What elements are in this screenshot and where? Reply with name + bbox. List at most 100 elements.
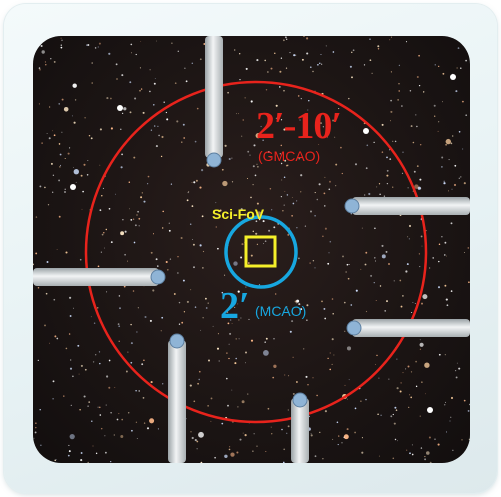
- star: [395, 409, 398, 411]
- star: [143, 422, 146, 424]
- star: [140, 40, 142, 42]
- star: [60, 44, 62, 46]
- star: [322, 126, 324, 128]
- star: [91, 420, 93, 423]
- star: [275, 117, 277, 119]
- star: [401, 105, 403, 107]
- star: [176, 120, 179, 123]
- star: [48, 137, 51, 140]
- star: [252, 165, 255, 168]
- star: [318, 144, 320, 146]
- star: [241, 135, 243, 137]
- star: [64, 157, 66, 160]
- star: [467, 247, 470, 249]
- star: [397, 440, 398, 442]
- star: [135, 390, 137, 392]
- star: [323, 307, 326, 310]
- star: [34, 431, 37, 434]
- star: [434, 115, 436, 117]
- star: [121, 112, 124, 115]
- star: [349, 65, 352, 68]
- star: [373, 282, 375, 284]
- star: [84, 368, 87, 371]
- science-fov-label: Sci-FoV: [212, 206, 265, 222]
- star: [124, 253, 126, 256]
- star: [88, 401, 91, 403]
- star: [108, 386, 111, 389]
- star: [168, 222, 170, 224]
- star: [279, 153, 281, 155]
- star: [444, 284, 447, 287]
- star: [134, 97, 137, 100]
- probe-arm-top: [205, 36, 223, 158]
- star: [52, 130, 53, 132]
- star: [135, 53, 137, 56]
- star: [231, 157, 233, 159]
- star: [258, 284, 261, 286]
- star: [63, 395, 65, 397]
- star: [419, 339, 421, 341]
- star: [252, 230, 255, 233]
- star: [283, 39, 285, 42]
- star: [287, 425, 290, 428]
- probe-tip-right-upper: [344, 198, 360, 214]
- star: [456, 362, 458, 364]
- star: [106, 375, 109, 378]
- star: [410, 371, 413, 373]
- star: [65, 347, 68, 350]
- star: [450, 142, 453, 145]
- star: [157, 265, 159, 267]
- star: [160, 155, 163, 158]
- star: [195, 179, 198, 182]
- star: [458, 177, 460, 179]
- star: [177, 50, 180, 53]
- probe-tip-bottom-right: [292, 392, 308, 408]
- star: [205, 297, 207, 300]
- star: [83, 163, 86, 166]
- star: [400, 305, 403, 308]
- star: [361, 451, 364, 454]
- star: [198, 370, 201, 373]
- star: [286, 194, 289, 196]
- star: [264, 59, 267, 62]
- star: [45, 292, 48, 295]
- star: [469, 403, 470, 406]
- star: [332, 313, 334, 315]
- star: [450, 222, 453, 225]
- star: [307, 384, 309, 386]
- star: [103, 232, 105, 234]
- star: [291, 197, 293, 199]
- star: [310, 434, 313, 437]
- star: [108, 52, 111, 55]
- star: [369, 38, 371, 41]
- star: [231, 181, 234, 183]
- star: [165, 111, 168, 114]
- star: [420, 235, 423, 238]
- star: [299, 119, 301, 121]
- star: [61, 39, 63, 42]
- star: [119, 307, 121, 310]
- star: [194, 439, 197, 442]
- star: [38, 67, 41, 69]
- star: [186, 300, 189, 303]
- star: [166, 118, 169, 121]
- star: [75, 181, 77, 183]
- star: [157, 125, 159, 128]
- star: [253, 144, 256, 147]
- probe-tip-left: [150, 269, 166, 285]
- star: [52, 191, 54, 193]
- star: [212, 325, 214, 327]
- star: [262, 139, 264, 141]
- star: [296, 302, 298, 304]
- star: [283, 176, 286, 179]
- star: [366, 144, 369, 147]
- star: [327, 357, 329, 360]
- star: [116, 418, 119, 421]
- star: [158, 134, 160, 137]
- star: [121, 153, 124, 156]
- star: [400, 382, 402, 384]
- star: [242, 119, 244, 121]
- star: [128, 208, 130, 210]
- star: [56, 337, 59, 340]
- star: [256, 243, 259, 245]
